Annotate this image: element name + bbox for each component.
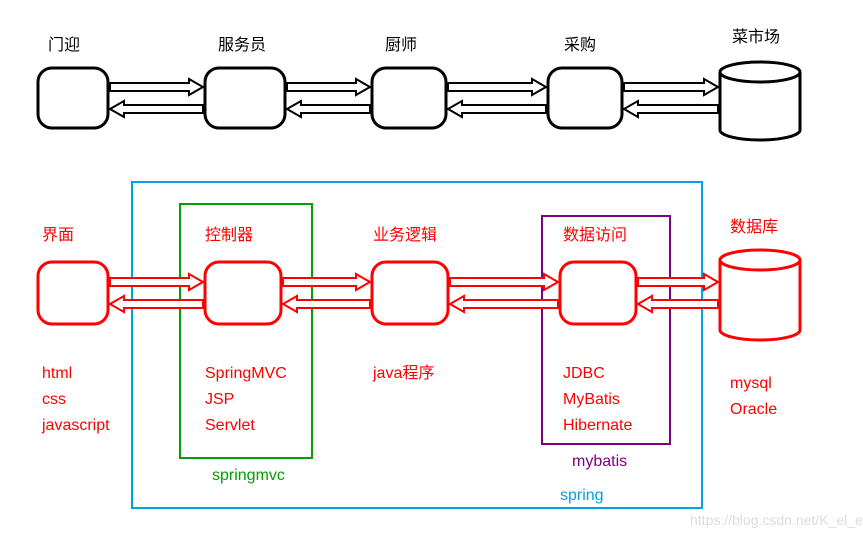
label-b5: 数据库 bbox=[730, 218, 778, 236]
arrow-b5-b4 bbox=[638, 296, 718, 312]
frame-label-green: springmvc bbox=[212, 467, 285, 484]
node-b3 bbox=[372, 262, 448, 324]
label-t3: 厨师 bbox=[385, 36, 417, 54]
label-b2: 控制器 bbox=[205, 226, 253, 244]
label-t2: 服务员 bbox=[218, 36, 266, 54]
tech-4-1: Oracle bbox=[730, 401, 777, 418]
node-t3 bbox=[372, 68, 446, 128]
tech-0-2: javascript bbox=[41, 417, 110, 434]
arrow-t3-t4 bbox=[448, 79, 546, 95]
label-t1: 门迎 bbox=[48, 36, 80, 54]
tech-2-0: java程序 bbox=[372, 364, 434, 382]
label-b4: 数据访问 bbox=[563, 226, 627, 244]
frame-purple bbox=[542, 216, 670, 444]
tech-0-0: html bbox=[42, 365, 72, 382]
node-t1 bbox=[38, 68, 108, 128]
label-b3: 业务逻辑 bbox=[373, 226, 437, 244]
arrow-t4-t3 bbox=[448, 101, 546, 117]
tech-3-0: JDBC bbox=[563, 365, 605, 382]
node-t5-top bbox=[720, 62, 800, 82]
node-b5-body bbox=[720, 260, 800, 340]
node-b5-top bbox=[720, 250, 800, 270]
tech-4-0: mysql bbox=[730, 375, 772, 392]
arrow-t3-t2 bbox=[287, 101, 370, 117]
watermark: https://blog.csdn.net/K_el_e bbox=[690, 512, 863, 528]
arrow-t2-t1 bbox=[110, 101, 203, 117]
frame-label-purple: mybatis bbox=[572, 453, 627, 470]
node-t2 bbox=[205, 68, 285, 128]
node-b4 bbox=[560, 262, 636, 324]
arrow-t1-t2 bbox=[110, 79, 203, 95]
arrow-b3-b2 bbox=[283, 296, 370, 312]
arrow-b2-b3 bbox=[283, 274, 370, 290]
arrow-b2-b1 bbox=[110, 296, 203, 312]
node-t4 bbox=[548, 68, 622, 128]
arrow-b1-b2 bbox=[110, 274, 203, 290]
tech-3-2: Hibernate bbox=[563, 417, 632, 434]
label-t5: 菜市场 bbox=[732, 28, 780, 46]
node-b2 bbox=[205, 262, 281, 324]
node-b1 bbox=[38, 262, 108, 324]
label-b1: 界面 bbox=[42, 226, 74, 244]
tech-1-2: Servlet bbox=[205, 417, 255, 434]
tech-1-1: JSP bbox=[205, 391, 234, 408]
tech-1-0: SpringMVC bbox=[205, 365, 287, 382]
tech-3-1: MyBatis bbox=[563, 391, 620, 408]
label-t4: 采购 bbox=[564, 36, 596, 54]
tech-0-1: css bbox=[42, 391, 66, 408]
frame-label-cyan: spring bbox=[560, 487, 604, 504]
diagram-canvas: spring springmvc mybatis 门迎 服务员 厨师 采购 菜市场界面 控制器 业… bbox=[0, 0, 863, 535]
arrow-b4-b5 bbox=[638, 274, 718, 290]
arrow-t2-t3 bbox=[287, 79, 370, 95]
arrow-t4-t5 bbox=[624, 79, 718, 95]
arrow-t5-t4 bbox=[624, 101, 718, 117]
